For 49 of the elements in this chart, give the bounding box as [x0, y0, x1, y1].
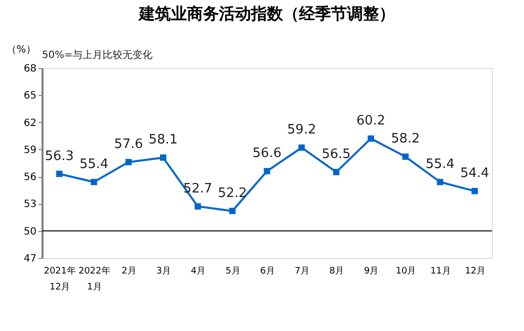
- x-tick-label: 10月: [396, 266, 416, 276]
- data-label: 58.2: [390, 132, 420, 147]
- data-label: 54.4: [460, 166, 490, 182]
- data-label: 59.2: [287, 122, 316, 138]
- data-label: 55.4: [426, 157, 455, 172]
- x-tick-label: 2021年 12月: [44, 266, 76, 292]
- point: [56, 170, 62, 178]
- point: [472, 188, 478, 194]
- point: [125, 158, 132, 166]
- data-label: 52.2: [218, 186, 247, 201]
- x-tick-label: 7月: [294, 266, 310, 276]
- y-tick-label: 56: [24, 172, 36, 184]
- x-tick-label: 4月: [190, 266, 206, 276]
- point: [194, 203, 201, 210]
- x-tick-label: 2月: [122, 266, 136, 276]
- x-tick-label: 2022年 1月: [78, 266, 110, 292]
- x-tick-label: 9月: [364, 266, 379, 276]
- data-label: 58.1: [148, 132, 178, 148]
- y-tick-label: 65: [24, 90, 36, 102]
- y-tick-label: 50: [24, 226, 36, 238]
- point: [402, 154, 409, 160]
- y-tick-label: 47: [24, 254, 36, 264]
- y-axis-title: （%）: [6, 44, 36, 56]
- data-label: 55.4: [79, 157, 108, 172]
- data-label: 56.6: [252, 146, 282, 162]
- x-tick-label: 3月: [156, 266, 172, 276]
- data-label: 57.6: [114, 137, 144, 152]
- point: [160, 154, 166, 161]
- data-label: 60.2: [356, 114, 386, 129]
- point: [436, 178, 444, 186]
- point: [264, 168, 270, 174]
- x-tick-label: 8月: [329, 266, 344, 276]
- text: 50%=与上月比较无变化: [42, 49, 153, 61]
- data-label: 56.5: [322, 147, 351, 162]
- y-tick-label: 62: [24, 118, 36, 129]
- chart-title: 建筑业商务活动指数（经季节调整）: [137, 4, 395, 23]
- y-tick-label: 53: [24, 199, 36, 210]
- x-tick-label: 5月: [226, 266, 240, 276]
- x-tick-label: 11月: [430, 266, 451, 276]
- x-tick-label: 6月: [260, 266, 275, 276]
- point: [298, 144, 305, 151]
- y-tick-label: 59: [24, 144, 36, 156]
- point: [333, 168, 340, 176]
- x-tick-label: 12月: [464, 266, 486, 276]
- point: [90, 178, 98, 186]
- point: [368, 135, 374, 142]
- data-label: 56.3: [44, 148, 74, 164]
- y-tick-label: 68: [24, 64, 36, 74]
- point: [229, 208, 236, 214]
